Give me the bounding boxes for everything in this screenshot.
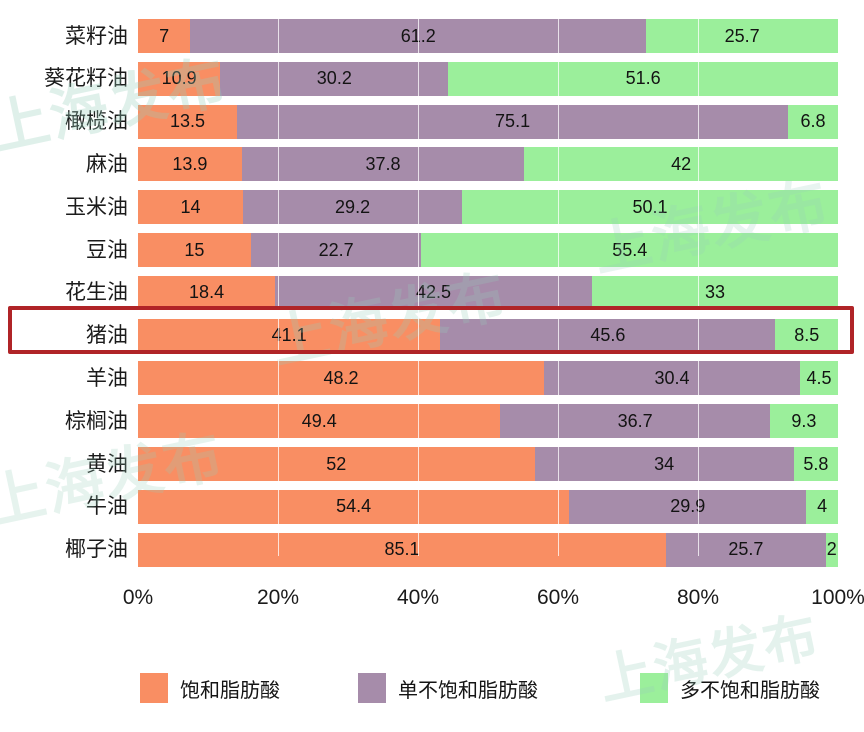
- x-axis-tick-4: 80%: [676, 586, 720, 609]
- legend-item-0[interactable]: 饱和脂肪酸: [140, 668, 280, 708]
- bar-segment-polyunsaturated: 51.6: [448, 61, 838, 96]
- chart-legend: 饱和脂肪酸 单不饱和脂肪酸 多不饱和脂肪酸: [0, 668, 864, 714]
- bar-segment-monounsaturated: 75.1: [237, 104, 789, 139]
- bar-track: 52 34 5.8: [138, 447, 838, 481]
- bar-segment-polyunsaturated: 5.8: [793, 447, 838, 481]
- row-label-4: 玉米油: [65, 194, 128, 219]
- bar-segment-saturated: 48.2: [138, 361, 545, 396]
- bar-segment-monounsaturated: 25.7: [666, 532, 826, 567]
- x-axis-tick-0: 0%: [122, 586, 154, 609]
- bar-segment-saturated: 15: [138, 233, 251, 267]
- bar-segment-saturated: 54.4: [138, 489, 570, 524]
- plot-area: 菜籽油 7 61.2 25.7 葵花籽油 10.9 30.2 51.6 橄榄油 13.5 75.1 6…: [0, 14, 864, 572]
- bar-segment-saturated: 14: [138, 190, 244, 225]
- chart-row: 棕榈油 49.4 36.7 9.3: [0, 399, 864, 443]
- row-label-3: 麻油: [86, 151, 128, 176]
- bar-track: 18.4 42.5 33: [138, 275, 838, 310]
- x-axis: 0% 20% 40% 60% 80% 100%: [123, 586, 864, 616]
- row-label-0: 菜籽油: [65, 23, 128, 48]
- bar-segment-polyunsaturated: 33: [591, 275, 838, 310]
- legend-swatch-icon: [140, 673, 168, 703]
- bar-segment-saturated: 13.9: [138, 147, 242, 182]
- bar-segment-saturated: 85.1: [138, 532, 667, 567]
- chart-row: 橄榄油 13.5 75.1 6.8: [0, 100, 864, 144]
- bar-segment-polyunsaturated: 4: [806, 489, 838, 524]
- chart-row: 花生油 18.4 42.5 33: [0, 271, 864, 315]
- bar-segment-saturated: 49.4: [138, 404, 501, 439]
- chart-row: 羊油 48.2 30.4 4.5: [0, 356, 864, 400]
- x-axis-tick-5: 100%: [811, 586, 864, 609]
- chart-row: 黄油 52 34 5.8: [0, 442, 864, 486]
- bar-track: 7 61.2 25.7: [138, 19, 838, 53]
- bar-segment-polyunsaturated: 2: [825, 532, 838, 567]
- row-label-11: 牛油: [86, 494, 128, 519]
- bar-segment-polyunsaturated: 4.5: [800, 361, 838, 396]
- chart-row: 玉米油 14 29.2 50.1: [0, 185, 864, 229]
- bar-segment-saturated: 7: [138, 19, 191, 53]
- bar-segment-monounsaturated: 37.8: [241, 147, 525, 182]
- bar-track: 41.1 45.6 8.5: [138, 318, 838, 353]
- bar-segment-monounsaturated: 45.6: [440, 318, 776, 353]
- chart-row: 牛油 54.4 29.9 4: [0, 485, 864, 529]
- bar-segment-saturated: 18.4: [138, 275, 276, 310]
- bar-track: 85.1 25.7 2: [138, 532, 838, 567]
- legend-label: 多不饱和脂肪酸: [680, 677, 820, 702]
- bar-track: 13.5 75.1 6.8: [138, 104, 838, 139]
- legend-swatch-icon: [358, 673, 386, 703]
- bar-segment-monounsaturated: 61.2: [190, 19, 647, 53]
- row-label-12: 椰子油: [65, 537, 128, 562]
- legend-item-1[interactable]: 单不饱和脂肪酸: [358, 668, 538, 708]
- x-axis-tick-1: 20%: [256, 586, 300, 609]
- row-label-9: 棕榈油: [65, 408, 128, 433]
- row-label-1: 葵花籽油: [44, 66, 128, 91]
- legend-label: 饱和脂肪酸: [180, 677, 280, 702]
- bar-segment-monounsaturated: 34: [534, 447, 794, 481]
- bar-segment-monounsaturated: 30.4: [544, 361, 801, 396]
- bar-segment-saturated: 13.5: [138, 104, 238, 139]
- bar-track: 14 29.2 50.1: [138, 190, 838, 225]
- bar-track: 48.2 30.4 4.5: [138, 361, 838, 396]
- chart-row: 猪油 41.1 45.6 8.5: [0, 314, 864, 358]
- bar-segment-monounsaturated: 22.7: [250, 233, 422, 267]
- legend-swatch-icon: [640, 673, 668, 703]
- bar-segment-polyunsaturated: 6.8: [788, 104, 838, 139]
- bar-segment-saturated: 41.1: [138, 318, 441, 353]
- bar-segment-saturated: 10.9: [138, 61, 221, 96]
- bar-segment-polyunsaturated: 42: [524, 147, 838, 182]
- chart-row: 葵花籽油 10.9 30.2 51.6: [0, 57, 864, 101]
- legend-label: 单不饱和脂肪酸: [398, 677, 538, 702]
- bar-segment-polyunsaturated: 50.1: [462, 190, 838, 225]
- bar-segment-monounsaturated: 42.5: [275, 275, 592, 310]
- bar-segment-monounsaturated: 30.2: [220, 61, 449, 96]
- bar-segment-monounsaturated: 36.7: [500, 404, 770, 439]
- bar-track: 13.9 37.8 42: [138, 147, 838, 182]
- row-label-8: 羊油: [86, 365, 128, 390]
- row-label-7: 猪油: [86, 323, 128, 348]
- bar-segment-monounsaturated: 29.2: [243, 190, 463, 225]
- chart-row: 菜籽油 7 61.2 25.7: [0, 14, 864, 58]
- bar-track: 10.9 30.2 51.6: [138, 61, 838, 96]
- legend-item-2[interactable]: 多不饱和脂肪酸: [640, 668, 820, 708]
- row-label-6: 花生油: [65, 280, 128, 305]
- bar-segment-monounsaturated: 29.9: [569, 489, 807, 524]
- bar-segment-polyunsaturated: 8.5: [775, 318, 838, 353]
- x-axis-tick-2: 40%: [396, 586, 440, 609]
- bar-segment-polyunsaturated: 9.3: [769, 404, 838, 439]
- bar-track: 49.4 36.7 9.3: [138, 404, 838, 439]
- x-axis-tick-3: 60%: [536, 586, 580, 609]
- row-label-10: 黄油: [86, 451, 128, 476]
- bar-track: 15 22.7 55.4: [138, 233, 838, 267]
- bar-segment-polyunsaturated: 25.7: [646, 19, 838, 53]
- row-label-5: 豆油: [86, 237, 128, 262]
- chart-row: 麻油 13.9 37.8 42: [0, 142, 864, 186]
- bar-segment-polyunsaturated: 55.4: [421, 233, 838, 267]
- bar-track: 54.4 29.9 4: [138, 489, 838, 524]
- chart-row: 椰子油 85.1 25.7 2: [0, 528, 864, 572]
- chart-row: 豆油 15 22.7 55.4: [0, 228, 864, 272]
- bar-segment-saturated: 52: [138, 447, 535, 481]
- row-label-2: 橄榄油: [65, 109, 128, 134]
